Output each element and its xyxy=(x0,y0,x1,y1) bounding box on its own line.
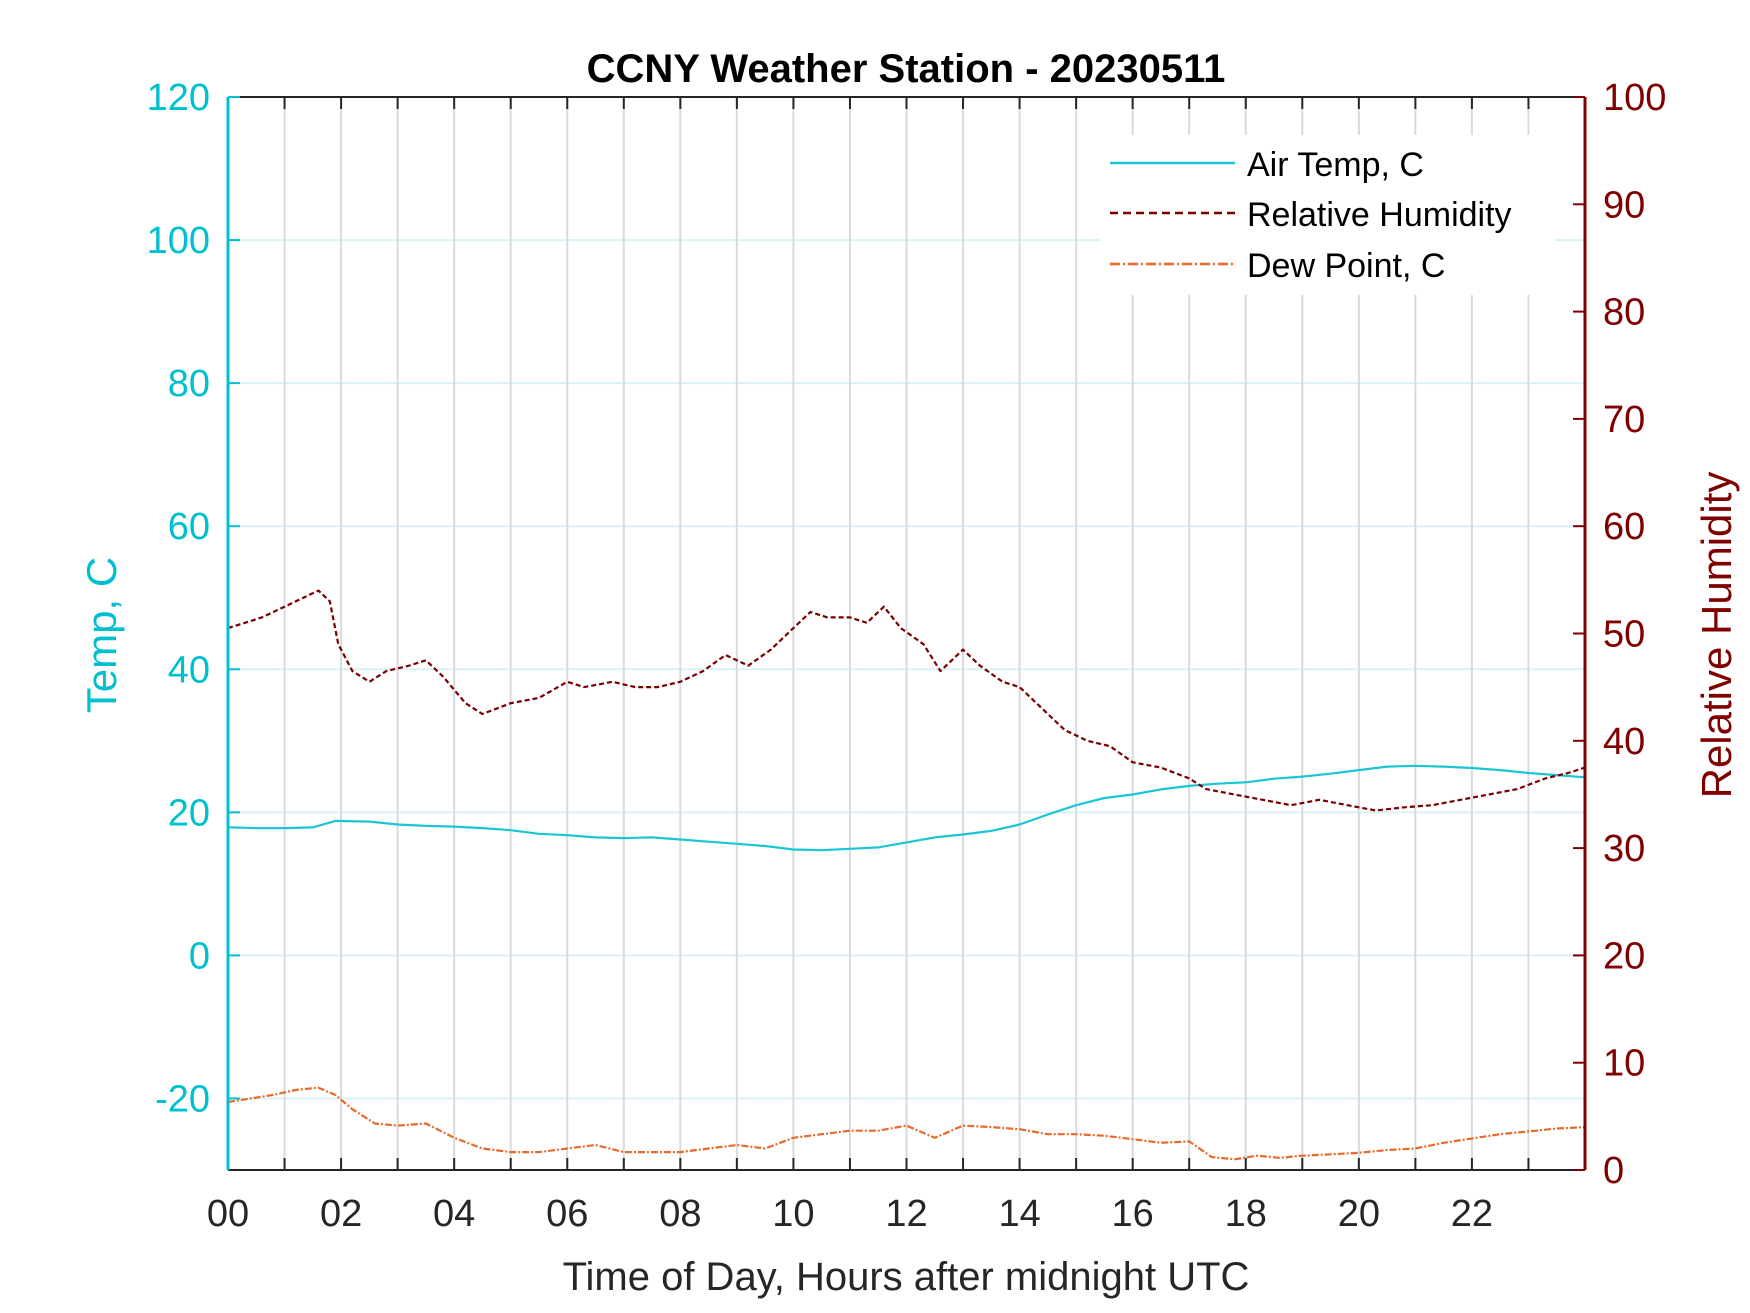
y-right-tick-label: 20 xyxy=(1603,935,1645,977)
y-right-tick-label: 90 xyxy=(1603,184,1645,226)
y-left-tick-label: 60 xyxy=(168,506,210,548)
axes xyxy=(226,96,1587,1171)
y-left-tick-label: -20 xyxy=(155,1078,210,1120)
x-tick-label: 16 xyxy=(1112,1193,1154,1235)
y-axis-left-label: Temp, C xyxy=(78,557,125,713)
x-tick-label: 14 xyxy=(998,1193,1040,1235)
y-left-tick-label: 40 xyxy=(168,649,210,691)
legend: Air Temp, C Relative Humidity Dew Point,… xyxy=(1100,135,1555,295)
y-right-tick-label: 30 xyxy=(1603,828,1645,870)
x-axis-label: Time of Day, Hours after midnight UTC xyxy=(563,1255,1250,1299)
y-axis-right-label: Relative Humidity xyxy=(1693,472,1740,799)
series-layer xyxy=(227,589,1586,1161)
legend-label-humidity: Relative Humidity xyxy=(1247,196,1512,234)
y-right-tick-label: 0 xyxy=(1603,1150,1624,1192)
y-left-tick-label: 20 xyxy=(168,792,210,834)
chart-title: CCNY Weather Station - 20230511 xyxy=(587,47,1226,91)
y-right-tick-label: 100 xyxy=(1603,77,1666,119)
y-right-tick-label: 50 xyxy=(1603,614,1645,656)
y-left-tick-label: 80 xyxy=(168,363,210,405)
x-tick-label: 04 xyxy=(433,1193,475,1235)
x-tick-label: 08 xyxy=(659,1193,701,1235)
series-line-dew-point xyxy=(227,1086,1586,1161)
legend-label-dew-point: Dew Point, C xyxy=(1247,247,1445,285)
x-tick-label: 00 xyxy=(207,1193,249,1235)
y-left-tick-label: 0 xyxy=(189,935,210,977)
y-right-tick-label: 40 xyxy=(1603,721,1645,763)
y-right-tick-label: 80 xyxy=(1603,292,1645,334)
x-tick-label: 20 xyxy=(1338,1193,1380,1235)
x-tick-label: 22 xyxy=(1451,1193,1493,1235)
x-tick-label: 18 xyxy=(1225,1193,1267,1235)
x-tick-label: 12 xyxy=(885,1193,927,1235)
legend-background xyxy=(1100,135,1555,295)
x-tick-label: 06 xyxy=(546,1193,588,1235)
y-right-tick-label: 60 xyxy=(1603,506,1645,548)
y-right-tick-label: 70 xyxy=(1603,399,1645,441)
y-right-tick-label: 10 xyxy=(1603,1043,1645,1085)
grid xyxy=(228,96,1585,1170)
x-tick-label: 02 xyxy=(320,1193,362,1235)
x-tick-label: 10 xyxy=(772,1193,814,1235)
tick-labels: 00 02 04 06 08 10 12 14 16 18 20 22-200204060801001… xyxy=(147,77,1667,1235)
legend-label-air-temp: Air Temp, C xyxy=(1247,146,1424,184)
y-left-tick-label: 120 xyxy=(147,77,210,119)
y-left-tick-label: 100 xyxy=(147,220,210,262)
